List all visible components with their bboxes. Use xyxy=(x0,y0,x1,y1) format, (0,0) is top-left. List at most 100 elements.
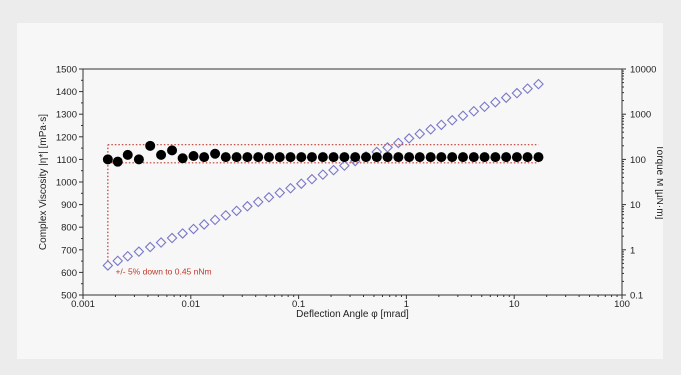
torque-point xyxy=(285,182,296,194)
torque-point xyxy=(500,92,512,104)
viscosity-point xyxy=(317,152,328,163)
viscosity-point xyxy=(447,152,458,163)
y2-tick-label: 0.1 xyxy=(630,291,643,302)
chart-panel: 0.001 0.01 0.1 1 10 100 500 600 700 800 900 1000 110… xyxy=(17,23,663,359)
torque-point xyxy=(166,232,178,244)
y-tick-label: 1400 xyxy=(56,87,77,98)
viscosity-point xyxy=(339,152,350,163)
torque-point xyxy=(479,101,490,113)
y2-tick-label: 100 xyxy=(630,155,646,166)
viscosity-point xyxy=(404,152,415,163)
x-tick-label: 100 xyxy=(614,299,630,310)
y-tick-label: 1300 xyxy=(56,110,77,121)
torque-point xyxy=(435,119,447,131)
torque-point xyxy=(511,87,523,99)
viscosity-point xyxy=(296,152,307,163)
viscosity-point xyxy=(522,152,533,163)
torque-point xyxy=(177,228,189,239)
torque-point xyxy=(252,196,264,208)
viscosity-point xyxy=(468,152,479,163)
viscosity-point xyxy=(220,152,231,163)
viscosity-point xyxy=(306,152,317,163)
torque-point xyxy=(220,209,232,221)
torque-point xyxy=(209,214,221,226)
viscosity-point xyxy=(490,152,501,163)
torque-point xyxy=(155,237,167,248)
y-tick-label: 1500 xyxy=(56,65,77,76)
torque-point xyxy=(522,83,533,95)
viscosity-point xyxy=(393,152,404,163)
y-tick-label: 500 xyxy=(61,291,77,302)
viscosity-point xyxy=(199,152,210,163)
torque-point xyxy=(446,114,458,126)
y-tick-label: 600 xyxy=(61,268,77,279)
viscosity-point xyxy=(145,140,156,151)
y-tick-label: 1000 xyxy=(56,178,77,189)
torque-point xyxy=(133,246,145,258)
viscosity-point xyxy=(425,152,436,163)
torque-point xyxy=(188,223,199,235)
reference-lines-group xyxy=(107,144,539,262)
viscosity-point xyxy=(382,152,393,163)
torque-point xyxy=(263,191,275,203)
viscosity-point xyxy=(156,149,167,160)
y-tick-label: 1100 xyxy=(57,155,77,166)
viscosity-point xyxy=(210,148,221,159)
viscosity-point xyxy=(231,152,242,163)
viscosity-point xyxy=(533,152,544,163)
x-tick-label: 0.01 xyxy=(182,299,201,310)
torque-point xyxy=(198,219,210,230)
y2-tick-label: 1 xyxy=(630,245,635,256)
viscosity-point xyxy=(177,153,188,164)
viscosity-point xyxy=(112,156,123,167)
torque-point xyxy=(425,123,437,135)
torque-point xyxy=(403,133,415,144)
viscosity-point xyxy=(479,152,490,163)
torque-point xyxy=(392,137,404,149)
viscosity-point xyxy=(242,152,253,163)
viscosity-point xyxy=(371,152,382,163)
viscosity-point xyxy=(285,152,296,163)
torque-point xyxy=(122,250,134,262)
viscosity-point xyxy=(457,152,468,163)
torque-point xyxy=(144,241,156,253)
viscosity-point xyxy=(263,152,274,163)
torque-point xyxy=(274,187,286,199)
viscosity-point xyxy=(253,152,264,163)
torque-point xyxy=(102,260,114,271)
x-tick-label: 1 xyxy=(404,299,409,310)
torque-point xyxy=(112,255,124,267)
y-tick-label: 700 xyxy=(61,245,77,256)
data-marks-group xyxy=(102,78,544,271)
viscosity-point xyxy=(102,154,113,165)
viscosity-point xyxy=(501,152,512,163)
torque-point xyxy=(328,164,339,176)
y2-tick-label: 10 xyxy=(630,200,641,211)
x-tick-label: 10 xyxy=(509,299,520,310)
x-tick-label: 0.1 xyxy=(292,299,305,310)
viscosity-point xyxy=(167,145,178,156)
torque-point xyxy=(490,96,501,108)
torque-point xyxy=(468,105,480,117)
tolerance-annotation: +/- 5% down to 0.45 nNm xyxy=(115,267,211,277)
viscosity-point xyxy=(328,152,339,163)
torque-point xyxy=(382,142,393,153)
torque-point xyxy=(306,173,318,185)
axes-group xyxy=(82,68,623,296)
torque-point xyxy=(242,200,253,212)
viscosity-point xyxy=(414,152,425,163)
y-tick-label: 900 xyxy=(61,200,77,211)
ticks-group: 0.001 0.01 0.1 1 10 1005006007008009001000110… xyxy=(56,65,657,311)
torque-point xyxy=(295,178,307,190)
viscosity-torque-chart: 0.001 0.01 0.1 1 10 1005006007008009001000110… xyxy=(38,65,663,321)
viscosity-point xyxy=(274,152,285,163)
torque-point xyxy=(457,110,469,122)
y-tick-label: 1200 xyxy=(56,132,77,143)
viscosity-point xyxy=(361,152,372,163)
y-axis-title: Complex Viscosity |η*| [mPa·s] xyxy=(38,114,49,250)
viscosity-point xyxy=(511,152,522,163)
viscosity-point xyxy=(122,149,133,160)
y2-tick-label: 1000 xyxy=(630,110,651,121)
x-tick-label: 0.001 xyxy=(71,299,95,310)
x-axis-title: Deflection Angle φ [mrad] xyxy=(296,309,409,320)
